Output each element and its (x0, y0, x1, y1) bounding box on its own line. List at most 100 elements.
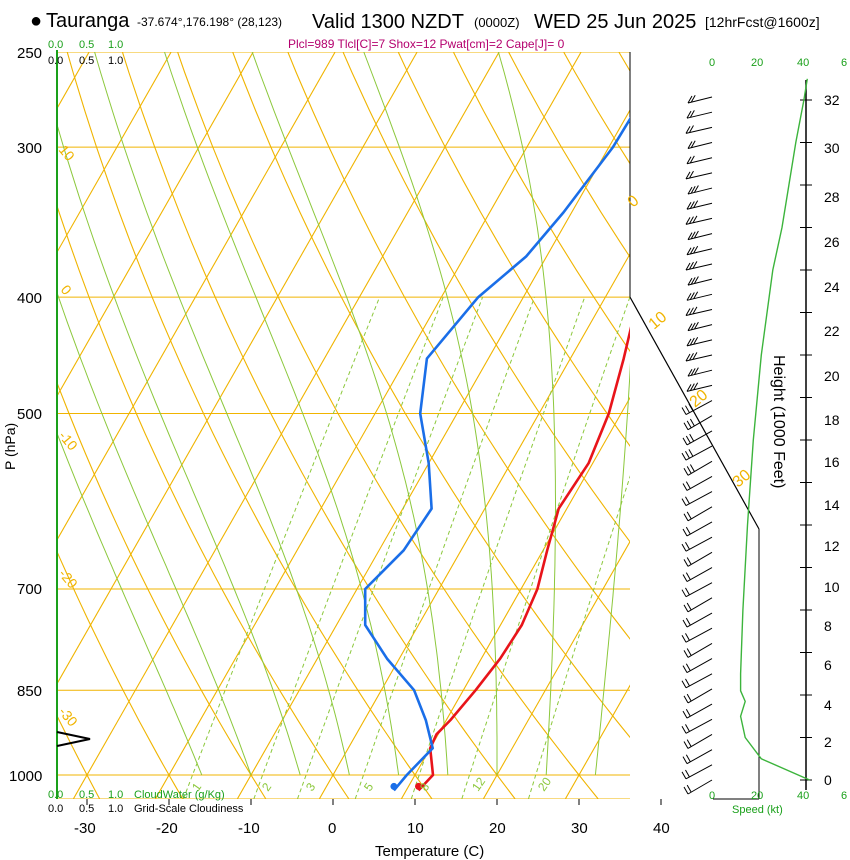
isotherm--10 (236, 108, 630, 799)
wind-feather-5-0 (685, 171, 691, 180)
dry-label-10: 10 (646, 309, 671, 334)
wind-feather-43-0 (682, 756, 688, 764)
wind-feather-28-0 (682, 528, 688, 537)
h-tick-24: 24 (824, 279, 840, 295)
wind-feather-11-1 (689, 261, 694, 270)
wind-feather-23-0 (681, 452, 687, 461)
x-axis-label: Temperature (C) (375, 843, 484, 860)
wind-feather-9-1 (690, 231, 696, 240)
wind-feather-12-1 (690, 277, 696, 285)
mixing-ratio-12 (461, 296, 630, 799)
wind-feather-0-0 (687, 95, 693, 104)
wind-feather-0-1 (690, 94, 696, 103)
cloud-bottom-green-2: 1.0 (108, 789, 123, 801)
wind-barb-44 (685, 764, 713, 780)
wind-feather-29-0 (681, 543, 687, 552)
wind-feather-19-0 (686, 384, 692, 392)
wind-feather-22-2 (689, 433, 695, 442)
wind-feather-7-2 (693, 200, 699, 208)
wind-feather-35-1 (685, 633, 690, 641)
h-tick-14: 14 (824, 497, 840, 513)
wind-feather-6-0 (687, 186, 693, 195)
t-tick-m20: -20 (156, 820, 178, 837)
valid-time: Valid 1300 NZDT (312, 11, 464, 33)
wind-barb-40 (686, 703, 713, 719)
isotherm--40 (57, 52, 418, 685)
wind-feather-16-1 (689, 337, 695, 346)
wind-feather-19-1 (689, 383, 695, 391)
wind-barb-31 (686, 567, 713, 582)
chart-background-lines (56, 50, 760, 805)
wind-feather-15-2 (693, 321, 699, 330)
forecast-tag: [12hrFcst@1600z] (705, 14, 820, 30)
moist-adiabat-20 (363, 52, 498, 775)
wind-feather-38-1 (685, 678, 690, 687)
wind-barb-1 (686, 111, 713, 119)
isotherm-label-m30: -30 (56, 704, 81, 730)
wind-feather-19-2 (693, 382, 699, 391)
wind-feather-31-0 (682, 574, 688, 582)
wind-feather-22-0 (682, 437, 688, 446)
wind-feather-11-2 (692, 261, 698, 269)
cloud-top-green-1: 0.5 (79, 39, 94, 51)
h-tick-10: 10 (824, 579, 840, 595)
wind-feather-20-1 (685, 405, 690, 413)
t-tick-30: 30 (571, 820, 588, 837)
wind-feather-1-1 (689, 110, 695, 118)
wind-barb-9 (687, 233, 713, 241)
wind-feather-34-0 (682, 619, 688, 628)
y-axis-label: P (hPa) (2, 423, 18, 470)
moist-adiabat-2 (94, 52, 350, 776)
p-tick-250: 250 (17, 45, 42, 62)
wind-barb-3 (687, 142, 713, 150)
speed-bottom-40: 40 (797, 790, 809, 802)
wind-feather-13-0 (686, 293, 692, 301)
wind-feather-16-2 (693, 336, 699, 345)
wind-barb-35 (685, 627, 713, 643)
wind-barb-36 (687, 642, 713, 658)
cloudwater-label: CloudWater (g/Kg) (134, 789, 225, 801)
h-tick-22: 22 (824, 323, 840, 339)
wind-feather-18-0 (687, 368, 693, 377)
wind-feather-14-0 (685, 308, 691, 316)
cloud-bottom-black-1: 0.5 (79, 803, 94, 815)
wind-barb-10 (686, 248, 713, 256)
moist-adiabat-14 (251, 52, 449, 776)
wind-feather-23-1 (685, 450, 690, 459)
t-tick-m30: -30 (74, 820, 96, 837)
wind-feather-32-1 (685, 587, 690, 596)
isotherm--30 (72, 52, 500, 799)
wind-feather-41-0 (681, 726, 687, 734)
speed-bottom-0: 0 (709, 790, 715, 802)
p-tick-700: 700 (17, 581, 42, 598)
dry-adiabat-0 (57, 204, 350, 799)
h-tick-30: 30 (824, 140, 840, 156)
surface-dew-marker (390, 782, 398, 790)
h-tick-18: 18 (824, 412, 840, 428)
wind-barb-4 (686, 157, 713, 165)
moist-adiabat-32 (594, 52, 630, 776)
t-tick-20: 20 (489, 820, 506, 837)
wind-barb-45 (687, 779, 713, 795)
wind-feather-30-1 (686, 557, 692, 565)
mixing-ratio-5 (354, 296, 535, 799)
wind-barb-7 (686, 202, 713, 210)
chart-profiles (363, 116, 630, 792)
isotherm--20 (154, 52, 582, 799)
wind-barb-23 (685, 445, 713, 461)
wind-feather-27-1 (686, 511, 692, 520)
wind-barb-17 (685, 354, 713, 362)
dry-adiabat-70 (397, 52, 630, 447)
wind-feather-24-1 (686, 466, 692, 474)
valid-date: WED 25 Jun 2025 (534, 11, 696, 33)
cloud-bottom-black-0: 0.0 (48, 803, 63, 815)
wind-feather-10-1 (689, 246, 695, 255)
wind-barb-5 (685, 172, 713, 180)
h-tick-20: 20 (824, 368, 840, 384)
h-tick-26: 26 (824, 234, 840, 250)
wind-feather-17-0 (685, 353, 691, 362)
wind-feather-24-0 (683, 468, 689, 476)
wind-feather-40-0 (682, 710, 688, 719)
